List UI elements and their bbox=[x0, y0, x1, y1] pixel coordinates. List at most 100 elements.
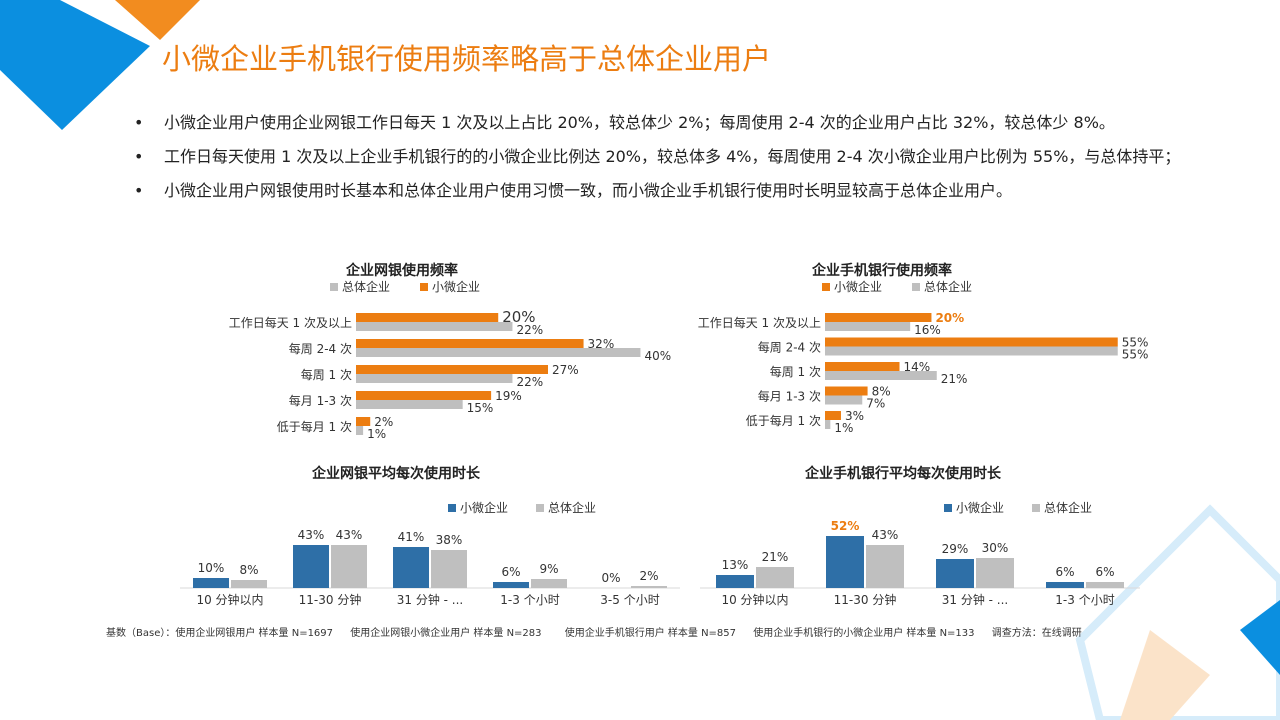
data-label: 16% bbox=[914, 323, 941, 337]
bullet-list: • 小微企业用户使用企业网银工作日每天 1 次及以上占比 20%，较总体少 2%；… bbox=[128, 106, 1208, 208]
bar-small-enterprise bbox=[356, 339, 584, 348]
legend-swatch bbox=[536, 504, 544, 512]
corner-decoration-bottom-right bbox=[1075, 504, 1280, 720]
bar-all-enterprise bbox=[825, 420, 831, 429]
data-label: 21% bbox=[762, 550, 789, 564]
data-label: 38% bbox=[436, 533, 463, 547]
bar-small-enterprise bbox=[193, 578, 229, 588]
bar-all-enterprise bbox=[356, 426, 364, 435]
category-label: 1-3 个小时 bbox=[1055, 593, 1114, 607]
data-label: 52% bbox=[831, 519, 860, 533]
data-label: 2% bbox=[374, 415, 393, 429]
legend-label: 小微企业 bbox=[460, 500, 508, 515]
chart-title: 企业网银平均每次使用时长 bbox=[311, 465, 481, 482]
category-label: 每月 1-3 次 bbox=[289, 393, 352, 408]
bar-small-enterprise bbox=[825, 411, 841, 420]
data-label: 6% bbox=[1055, 565, 1074, 579]
legend-label: 小微企业 bbox=[432, 279, 480, 294]
data-label: 41% bbox=[398, 530, 425, 544]
data-label: 8% bbox=[872, 385, 891, 399]
bar-small-enterprise bbox=[716, 575, 754, 588]
bar-small-enterprise bbox=[825, 386, 868, 396]
data-label: 32% bbox=[588, 337, 615, 351]
category-label: 每周 1 次 bbox=[301, 367, 352, 382]
data-label: 30% bbox=[982, 541, 1009, 555]
footer-sample: 使用企业手机银行的小微企业用户 样本量 N=133 bbox=[753, 628, 975, 639]
bar-all-enterprise bbox=[825, 371, 937, 380]
category-label: 低于每月 1 次 bbox=[277, 419, 352, 434]
legend-swatch bbox=[420, 283, 428, 291]
data-label: 3% bbox=[845, 409, 864, 423]
data-label: 20% bbox=[502, 308, 535, 326]
bullet-icon: • bbox=[134, 181, 144, 200]
legend-swatch bbox=[330, 283, 338, 291]
bar-all-enterprise bbox=[866, 545, 904, 588]
footer-sample: 使用企业网银小微企业用户 样本量 N=283 bbox=[350, 628, 542, 639]
category-label: 工作日每天 1 次及以上 bbox=[229, 315, 352, 330]
data-label: 22% bbox=[516, 375, 543, 389]
bar-small-enterprise bbox=[825, 337, 1118, 347]
chart-title: 企业网银使用频率 bbox=[345, 262, 458, 279]
legend-label: 小微企业 bbox=[956, 500, 1004, 515]
bar-small-enterprise bbox=[356, 417, 371, 426]
bar-small-enterprise bbox=[356, 391, 492, 400]
bar-all-enterprise bbox=[825, 346, 1118, 356]
bullet-item: • 小微企业用户网银使用时长基本和总体企业用户使用习惯一致，而小微企业手机银行使用… bbox=[128, 174, 1208, 208]
bar-small-enterprise bbox=[393, 547, 429, 588]
data-label: 9% bbox=[539, 562, 558, 576]
bar-small-enterprise bbox=[825, 313, 932, 322]
bar-small-enterprise bbox=[825, 362, 900, 371]
category-label: 工作日每天 1 次及以上 bbox=[698, 315, 821, 330]
data-label: 1% bbox=[834, 421, 853, 435]
category-label: 31 分钟 - ... bbox=[942, 592, 1009, 607]
data-label: 2% bbox=[639, 569, 658, 583]
category-label: 低于每月 1 次 bbox=[746, 413, 821, 428]
data-label: 7% bbox=[866, 397, 885, 411]
legend-label: 总体企业 bbox=[342, 279, 390, 294]
data-label: 22% bbox=[516, 323, 543, 337]
bar-all-enterprise bbox=[976, 558, 1014, 588]
data-label: 19% bbox=[495, 389, 522, 403]
bar-all-enterprise bbox=[825, 322, 911, 331]
chart-title: 企业手机银行使用频率 bbox=[811, 262, 952, 279]
bullet-text: 小微企业用户网银使用时长基本和总体企业用户使用习惯一致，而小微企业手机银行使用时… bbox=[164, 181, 1013, 200]
category-label: 10 分钟以内 bbox=[196, 592, 263, 607]
bar-all-enterprise bbox=[1086, 582, 1124, 588]
bar-small-enterprise bbox=[493, 582, 529, 588]
bar-small-enterprise bbox=[356, 365, 548, 374]
bullet-icon: • bbox=[134, 113, 144, 132]
bar-all-enterprise bbox=[356, 348, 641, 357]
corner-decoration-top-left bbox=[0, 0, 200, 130]
category-label: 每月 1-3 次 bbox=[758, 389, 821, 404]
bar-all-enterprise bbox=[356, 374, 513, 383]
data-label: 6% bbox=[1095, 565, 1114, 579]
footer-note: 基数（Base）：使用企业网银用户 样本量 N=1697 使用企业网银小微企业用… bbox=[106, 624, 1096, 639]
bar-all-enterprise bbox=[631, 586, 667, 588]
footer-sample: 使用企业手机银行用户 样本量 N=857 bbox=[564, 628, 737, 639]
bar-small-enterprise bbox=[936, 559, 974, 588]
data-label: 15% bbox=[467, 401, 494, 415]
data-label: 20% bbox=[935, 311, 964, 325]
data-label: 21% bbox=[941, 372, 968, 386]
bar-small-enterprise bbox=[356, 313, 499, 322]
footer-method: 调查方法：在线调研 bbox=[991, 628, 1082, 639]
chart-title: 企业手机银行平均每次使用时长 bbox=[804, 465, 1002, 482]
category-label: 10 分钟以内 bbox=[721, 592, 788, 607]
page-title: 小微企业手机银行使用频率略高于总体企业用户 bbox=[162, 42, 772, 76]
data-label: 43% bbox=[336, 528, 363, 542]
bullet-item: • 小微企业用户使用企业网银工作日每天 1 次及以上占比 20%，较总体少 2%；… bbox=[128, 106, 1208, 140]
bullet-text: 工作日每天使用 1 次及以上企业手机银行的的小微企业比例达 20%，较总体多 4… bbox=[164, 147, 1181, 166]
legend-swatch bbox=[944, 504, 952, 512]
bar-small-enterprise bbox=[826, 536, 864, 588]
bar-all-enterprise bbox=[431, 550, 467, 588]
bar-all-enterprise bbox=[825, 395, 863, 405]
data-label: 6% bbox=[501, 565, 520, 579]
bar-all-enterprise bbox=[231, 580, 267, 588]
category-label: 3-5 个小时 bbox=[600, 593, 659, 607]
bar-all-enterprise bbox=[756, 567, 794, 588]
bar-all-enterprise bbox=[356, 322, 513, 331]
data-label: 8% bbox=[239, 563, 258, 577]
bar-all-enterprise bbox=[531, 579, 567, 588]
category-label: 11-30 分钟 bbox=[834, 592, 897, 607]
